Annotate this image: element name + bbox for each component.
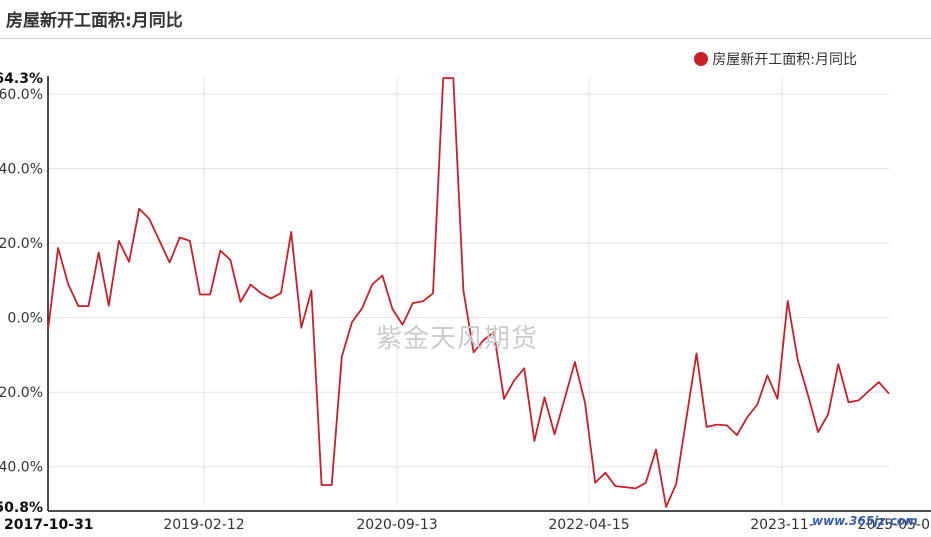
x-gridlines — [203, 78, 783, 507]
axes — [47, 76, 931, 512]
y-tick-label: 40.0% — [0, 162, 43, 178]
gridlines — [48, 93, 889, 468]
x-tick-label: 2025-05-0 — [858, 517, 930, 533]
y-tick-labels: 60.0% 40.0% 20.0% 0.0% -20.0% -40.0% 64.3% -50.… — [0, 71, 43, 516]
y-max-label: 64.3% — [0, 71, 43, 87]
x-tick-label: 2020-09-13 — [356, 517, 437, 533]
watermark: 紫金天风期货 — [376, 324, 539, 354]
site-watermark: www.365jz.com — [812, 514, 918, 528]
y-tick-label: -40.0% — [0, 460, 43, 476]
x-tick-label: 2017-10-31 — [4, 517, 94, 533]
legend-marker — [694, 52, 709, 66]
x-tick-label: 2019-02-12 — [163, 517, 244, 533]
x-tick-label: 2023-11- — [750, 517, 814, 533]
y-tick-label: -20.0% — [0, 385, 43, 401]
series-line — [47, 77, 890, 508]
y-tick-label: 60.0% — [0, 87, 43, 103]
legend-label: 房屋新开工面积:月同比 — [712, 52, 857, 68]
x-tick-label: 2022-04-15 — [548, 517, 629, 533]
title-divider — [0, 38, 931, 39]
y-tick-label: 20.0% — [0, 236, 43, 252]
legend[interactable]: 房屋新开工面积:月同比 — [694, 49, 857, 69]
series-line-path — [47, 77, 890, 508]
y-min-label: -50.8% — [0, 500, 43, 516]
y-tick-label: 0.0% — [7, 311, 43, 327]
chart-title: 房屋新开工面积:月同比 — [6, 11, 183, 31]
x-tick-labels: 2017-10-31 2019-02-12 2020-09-13 2022-04-15… — [4, 517, 930, 533]
